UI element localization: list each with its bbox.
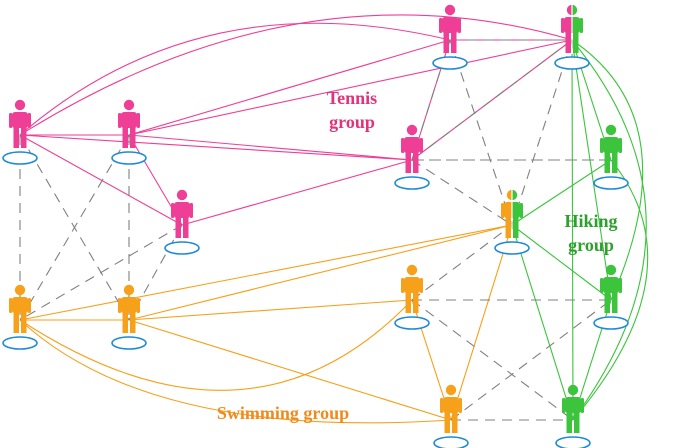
person-icon bbox=[401, 124, 423, 173]
edge-tennis-p3-p4 bbox=[181, 159, 413, 226]
edge-hiking-p8-p9 bbox=[511, 224, 612, 301]
person-icon bbox=[600, 264, 622, 313]
person-node-tennis bbox=[164, 189, 200, 255]
edges-layer bbox=[19, 14, 649, 424]
tennis-group-label-line2: group bbox=[329, 112, 375, 132]
node-base-ellipse bbox=[111, 336, 147, 350]
node-base-ellipse bbox=[111, 151, 147, 165]
person-node-tennis-hiking bbox=[554, 4, 590, 70]
edge-swimming-p11-p8 bbox=[19, 224, 513, 321]
person-node-swimming bbox=[2, 284, 38, 350]
person-node-tennis bbox=[111, 99, 147, 165]
edge-tennis-p1-p4 bbox=[19, 134, 413, 161]
person-icon bbox=[401, 264, 423, 313]
node-base-ellipse bbox=[2, 336, 38, 350]
person-node-hiking bbox=[555, 384, 591, 448]
edge-hiking-arc-p6-p9 bbox=[571, 39, 644, 301]
tennis-group-label-line1: Tennis bbox=[327, 88, 377, 108]
node-base-ellipse bbox=[494, 241, 530, 255]
edge-dashed-p2-p11 bbox=[19, 134, 130, 321]
node-base-ellipse bbox=[164, 241, 200, 255]
hiking-group-label-line1: Hiking bbox=[564, 211, 617, 231]
person-icon bbox=[9, 284, 31, 333]
edge-dashed-p6-p8 bbox=[511, 39, 573, 226]
node-base-ellipse bbox=[433, 436, 469, 448]
person-icon bbox=[439, 4, 461, 53]
edge-tennis-p2-p5 bbox=[128, 39, 451, 136]
swimming-group-label: Swimming group bbox=[217, 403, 349, 423]
edge-hiking-p6-p10 bbox=[571, 39, 574, 421]
edge-hiking-p7-p8 bbox=[511, 159, 612, 226]
person-node-swimming bbox=[111, 284, 147, 350]
edge-tennis-p4-p6 bbox=[411, 39, 573, 161]
node-base-ellipse bbox=[555, 436, 591, 448]
person-icon bbox=[440, 384, 462, 433]
edge-dashed-p13-p8 bbox=[411, 224, 513, 301]
person-node-hiking-swimming bbox=[494, 189, 530, 255]
person-icon bbox=[501, 189, 523, 239]
node-base-ellipse bbox=[394, 316, 430, 330]
edge-hiking-arc-p6-p10 bbox=[571, 39, 647, 421]
edge-hiking-p8-p10 bbox=[511, 224, 574, 421]
node-base-ellipse bbox=[554, 56, 590, 70]
edge-swimming-p12-p13 bbox=[128, 299, 413, 321]
hiking-group-label-line2: group bbox=[568, 235, 614, 255]
person-icon bbox=[562, 384, 584, 433]
edge-swimming-arc-p11-p14 bbox=[19, 319, 452, 424]
edge-dashed-p13-p10 bbox=[411, 299, 574, 421]
node-base-ellipse bbox=[2, 151, 38, 165]
edge-dashed-p4-p8 bbox=[411, 159, 513, 226]
person-node-hiking bbox=[593, 264, 629, 330]
edge-tennis-arc-p1-p5 bbox=[19, 22, 451, 136]
edge-swimming-arc-p11-p13 bbox=[19, 299, 413, 391]
person-icon bbox=[9, 99, 31, 148]
edge-hiking-p6-p9 bbox=[571, 39, 612, 301]
edge-dashed-p5-p8 bbox=[449, 39, 513, 226]
node-base-ellipse bbox=[394, 176, 430, 190]
person-node-tennis bbox=[394, 124, 430, 190]
person-node-tennis bbox=[432, 4, 468, 70]
person-icon bbox=[171, 189, 193, 238]
node-base-ellipse bbox=[432, 56, 468, 70]
person-node-swimming bbox=[394, 264, 430, 330]
person-icon bbox=[118, 99, 140, 148]
person-icon bbox=[600, 124, 622, 173]
edge-hiking-arc-p7-p10 bbox=[572, 159, 649, 421]
person-node-hiking bbox=[593, 124, 629, 190]
edge-swimming-p14-p8 bbox=[450, 224, 513, 421]
nodes-layer bbox=[2, 4, 629, 448]
person-icon bbox=[561, 4, 583, 54]
edge-swimming-p12-p14 bbox=[128, 319, 452, 421]
edge-tennis-p2-p6 bbox=[128, 39, 573, 136]
node-base-ellipse bbox=[593, 316, 629, 330]
edge-tennis-p1-p3 bbox=[19, 134, 183, 226]
edge-swimming-p12-p8 bbox=[128, 224, 513, 321]
edge-tennis-p2-p4 bbox=[128, 134, 413, 161]
edge-tennis-arc-p1-p6 bbox=[19, 14, 573, 136]
node-base-ellipse bbox=[593, 176, 629, 190]
person-icon bbox=[118, 284, 140, 333]
person-node-swimming bbox=[433, 384, 469, 448]
person-node-tennis bbox=[2, 99, 38, 165]
edge-dashed-p3-p11 bbox=[19, 224, 183, 321]
